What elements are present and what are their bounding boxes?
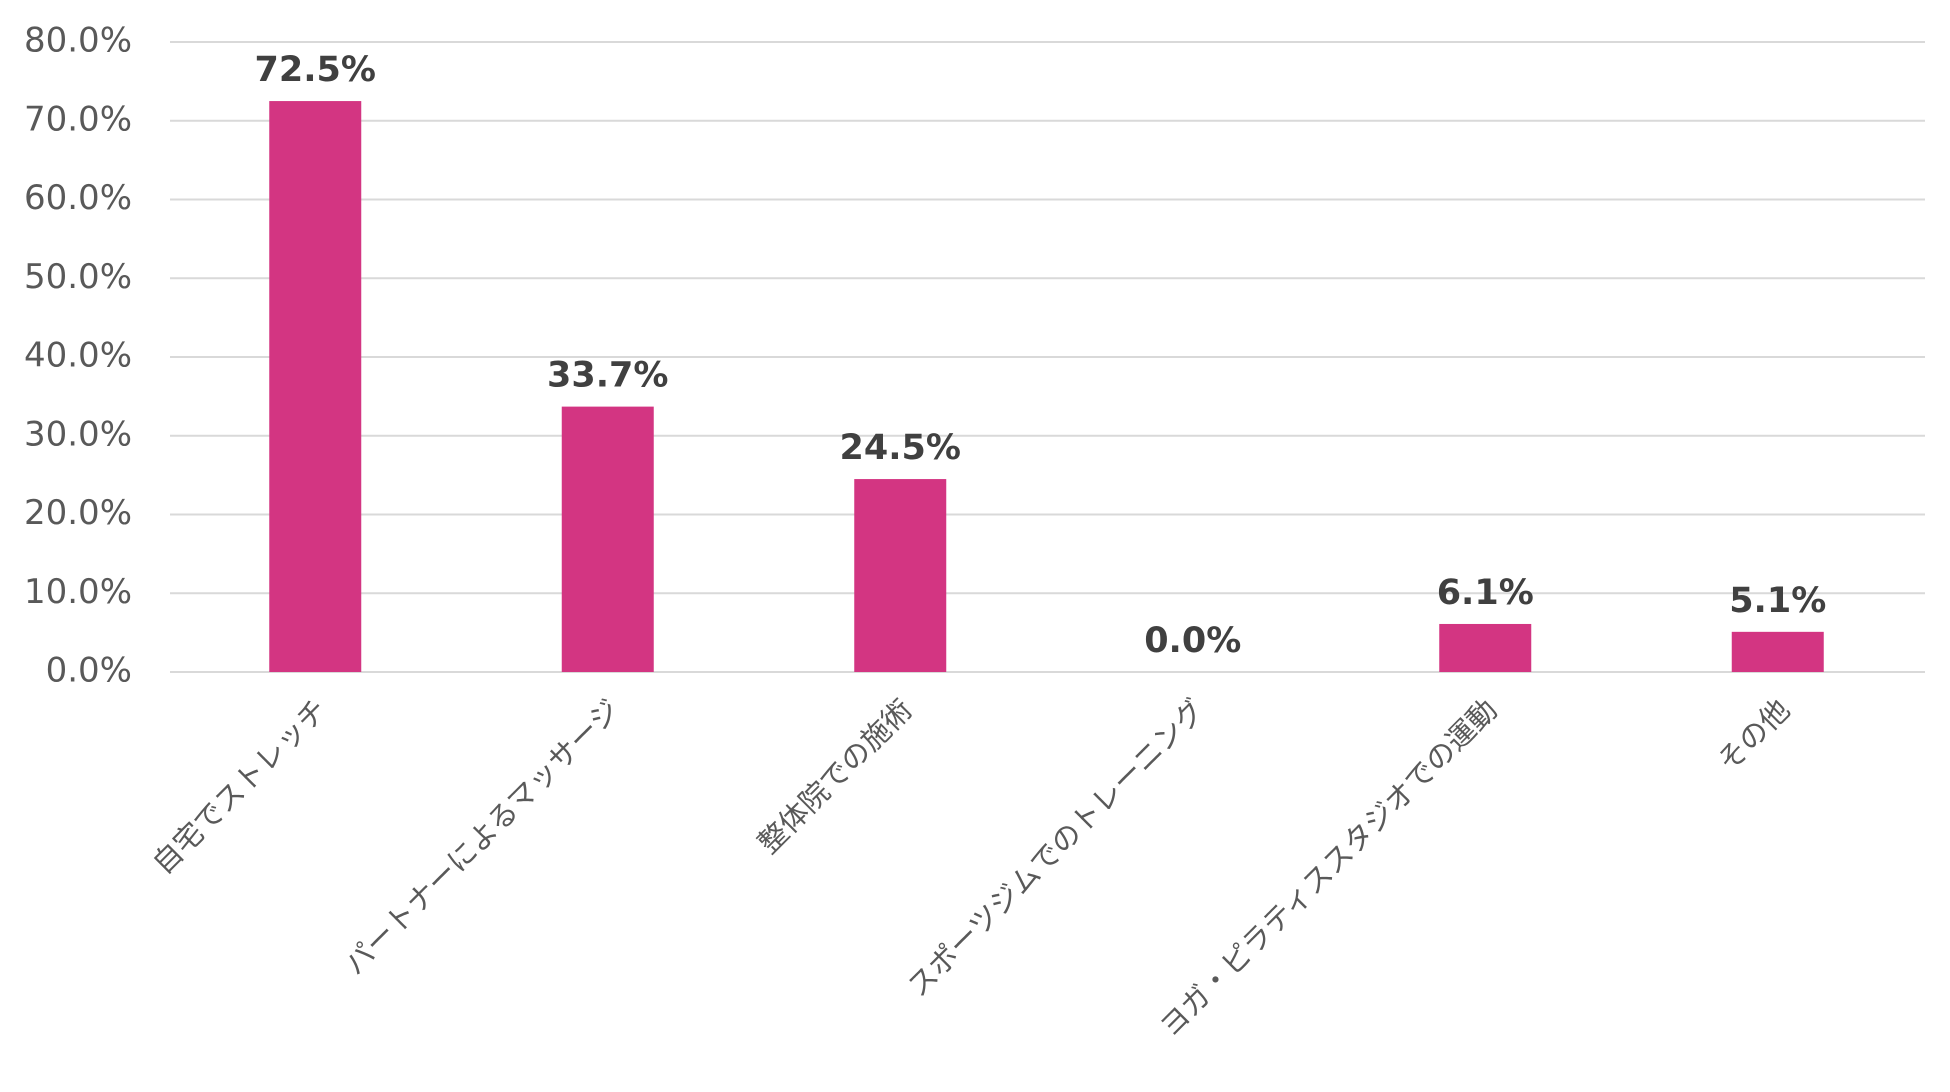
data-label: 5.1%	[1729, 581, 1826, 621]
y-tick-label: 40.0%	[24, 336, 132, 376]
bar	[854, 479, 947, 672]
x-tick-label: パートナーによるマッサージ	[338, 693, 627, 982]
data-label: 0.0%	[1144, 621, 1241, 661]
y-tick-label: 60.0%	[24, 178, 132, 218]
data-label: 33.7%	[547, 356, 668, 396]
gridlines	[170, 41, 1925, 673]
bar	[1439, 623, 1532, 672]
data-label: 6.1%	[1437, 573, 1534, 613]
y-tick-label: 20.0%	[24, 493, 132, 533]
y-tick-label: 70.0%	[24, 99, 132, 139]
y-tick-label: 0.0%	[46, 651, 132, 691]
x-tick-label: 自宅でストレッチ	[146, 693, 334, 881]
x-axis-category-labels: 自宅でストレッチ パートナーによるマッサージ 整体院での施術スポーツジムでのトレーニ…	[146, 693, 1797, 1044]
bar	[561, 406, 654, 672]
bar	[269, 101, 362, 672]
x-tick-label: その他	[1711, 693, 1797, 779]
y-tick-label: 80.0%	[24, 21, 132, 61]
x-tick-label: ヨガ・ピラティススタジオでの運動	[1153, 693, 1504, 1044]
x-tick-label: スポーツジムでのトレーニング	[901, 693, 1212, 1004]
y-tick-label: 30.0%	[24, 414, 132, 454]
y-axis-tick-labels: 0.0% 10.0% 20.0% 30.0% 40.0% 50.0% 60.0% 70.0% 8…	[24, 21, 132, 691]
bars	[269, 101, 1824, 672]
bar	[1731, 631, 1824, 672]
y-tick-label: 10.0%	[24, 572, 132, 612]
x-tick-label: 整体院での施術	[751, 693, 919, 861]
data-labels: 72.5% 33.7% 24.5% 0.0% 6.1% 5.1%	[255, 50, 1827, 661]
data-label: 72.5%	[255, 50, 376, 90]
data-label: 24.5%	[840, 428, 961, 468]
y-tick-label: 50.0%	[24, 257, 132, 297]
